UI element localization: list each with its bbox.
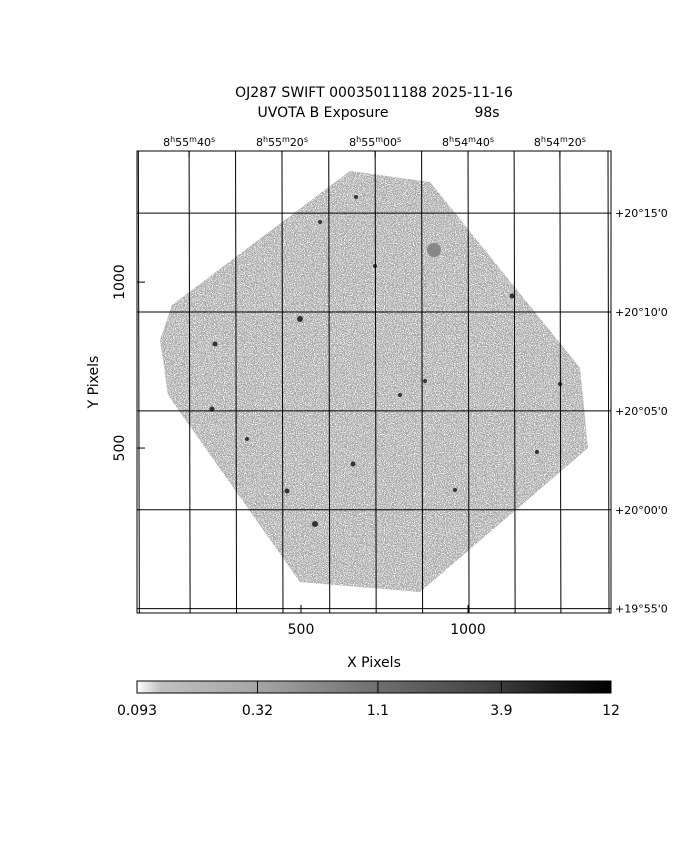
dec-tick-label: +20°00'0 (615, 504, 668, 517)
title: OJ287 SWIFT 00035011188 2025-11-16 (235, 85, 513, 101)
ra-number: 55 (361, 136, 375, 149)
ra-unit: s (582, 135, 586, 144)
ra-unit: h (170, 135, 175, 144)
colorbar-tick-label: 1.1 (367, 703, 389, 719)
ra-grid-line (281, 150, 284, 614)
ra-unit: m (282, 135, 290, 144)
ra-number: 20 (568, 136, 582, 149)
dec-tick-label: +20°10'0 (615, 306, 668, 319)
ra-unit: s (490, 135, 494, 144)
colorbar (136, 680, 612, 694)
dec-tick-label: +20°15'0 (615, 207, 668, 220)
ra-grid-line (607, 150, 610, 614)
ra-number: 40 (476, 136, 490, 149)
ra-number: 00 (383, 136, 397, 149)
ra-unit: s (397, 135, 401, 144)
ra-tick-label: 8h55m40s (163, 135, 215, 149)
ra-grid-line (374, 150, 377, 614)
y-axis-label: Y Pixels (86, 356, 102, 410)
ra-tick-label: 8h54m40s (442, 135, 494, 149)
stars (209, 195, 562, 527)
ra-number: 8 (534, 136, 541, 149)
ra-tick-label: 8h55m00s (349, 135, 401, 149)
ra-unit: m (189, 135, 197, 144)
dec-tick-label: +19°55'0 (615, 603, 668, 616)
ra-number: 8 (442, 136, 449, 149)
ra-unit: m (560, 135, 568, 144)
ra-unit: h (263, 135, 268, 144)
ra-unit: s (304, 135, 308, 144)
exposure: 98s (474, 105, 499, 121)
ra-number: 55 (175, 136, 189, 149)
ra-grid-line (137, 150, 140, 614)
colorbar-tick-label: 0.093 (117, 703, 157, 719)
ra-number: 8 (349, 136, 356, 149)
ra-tick-label: 8h55m20s (256, 135, 308, 149)
ra-unit: h (356, 135, 361, 144)
ra-number: 55 (268, 136, 282, 149)
ra-unit: m (468, 135, 476, 144)
x-tick-label: 500 (288, 622, 315, 638)
ra-number: 8 (256, 136, 263, 149)
y-tick-label: 1000 (112, 264, 128, 300)
ra-grid-line (513, 150, 516, 614)
image-noise (160, 171, 588, 592)
ra-unit: h (541, 135, 546, 144)
ra-number: 20 (290, 136, 304, 149)
plot-frame (136, 150, 612, 614)
dec-tick-label: +20°05'0 (615, 405, 668, 418)
ra-grid-line (235, 150, 238, 614)
y-tick-label: 500 (112, 435, 128, 462)
ra-number: 40 (197, 136, 211, 149)
ra-unit: s (211, 135, 215, 144)
ra-grid-line (328, 150, 331, 614)
ra-number: 54 (454, 136, 468, 149)
subtitle: UVOTA B Exposure (258, 105, 389, 121)
x-tick-label: 1000 (450, 622, 486, 638)
ra-unit: h (449, 135, 454, 144)
ra-number: 54 (546, 136, 560, 149)
ra-unit: m (375, 135, 383, 144)
ra-grid-line (559, 150, 562, 614)
x-axis-label: X Pixels (347, 655, 401, 671)
ra-tick-label: 8h54m20s (534, 135, 586, 149)
colorbar-tick-label: 3.9 (490, 703, 512, 719)
colorbar-tick-label: 12 (602, 703, 620, 719)
ra-grid-line (467, 150, 470, 614)
colorbar-tick-label: 0.32 (242, 703, 273, 719)
ra-grid-line (421, 150, 424, 614)
exposure-image (160, 171, 588, 592)
ra-number: 8 (163, 136, 170, 149)
ra-grid-line (188, 150, 191, 614)
